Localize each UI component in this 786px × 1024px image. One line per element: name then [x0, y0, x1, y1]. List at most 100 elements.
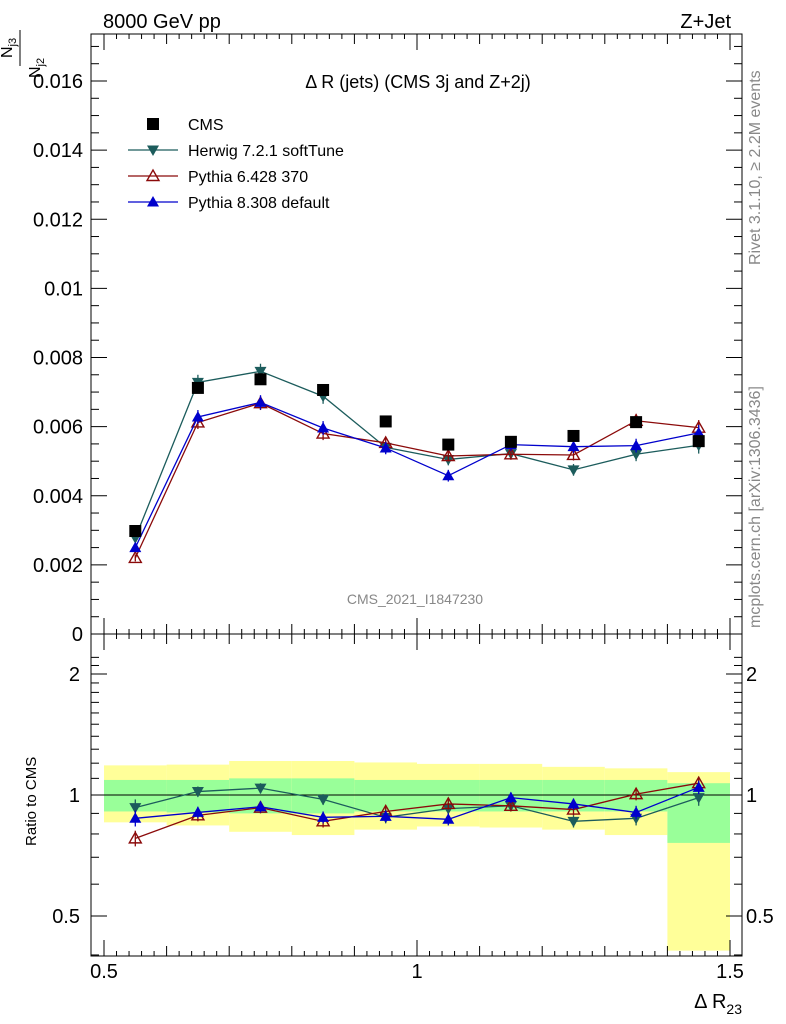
data-point [567, 429, 580, 442]
y-axis-label: Nj3 Nj2 [0, 30, 47, 78]
x-tick-label: 0.5 [90, 961, 118, 983]
series-line [134, 370, 699, 539]
data-point [692, 435, 705, 448]
data-point [442, 469, 455, 481]
data-point [191, 410, 204, 422]
y-tick-label: 0.008 [33, 348, 83, 370]
data-point [145, 168, 161, 182]
ratio-y-label: Ratio to CMS [23, 757, 40, 846]
ratio-y-tick-label-right: 0.5 [746, 906, 774, 928]
data-point [254, 373, 267, 386]
data-point [254, 800, 267, 812]
data-point [442, 813, 455, 824]
series-line [135, 787, 699, 822]
data-point [628, 786, 644, 800]
watermark: CMS_2021_I1847230 [347, 591, 483, 607]
chart-title: Δ R (jets) (CMS 3j and Z+2j) [305, 72, 531, 92]
data-point [317, 422, 330, 433]
y-tick-label: 0.01 [44, 278, 83, 300]
data-point [504, 791, 517, 803]
ratio-y-tick-label-right: 1 [746, 785, 757, 807]
data-point [379, 415, 392, 428]
source-label: mcplots.cern.ch [arXiv:1306.3436] [747, 386, 764, 628]
header-left: 8000 GeV pp [103, 11, 221, 33]
data-point [567, 440, 580, 452]
data-point [129, 803, 142, 814]
data-point [147, 118, 159, 130]
y-tick-label: 0.014 [33, 140, 83, 162]
data-point [630, 439, 643, 451]
data-point [254, 366, 267, 378]
data-point [566, 802, 581, 815]
ratio-y-tick-label: 2 [69, 664, 80, 686]
series-line [135, 786, 699, 820]
legend-label: Pythia 8.308 default [188, 195, 330, 212]
ratio-y-tick-label: 1 [69, 785, 80, 807]
y-label-num-sub: j3 [7, 38, 19, 48]
series-line [135, 782, 699, 839]
data-point [128, 550, 143, 564]
rivet-label: Rivet 3.1.10, ≥ 2.2M events [747, 70, 764, 265]
header-right: Z+Jet [680, 11, 731, 33]
y-tick-label: 0 [72, 624, 83, 646]
data-point [692, 793, 705, 804]
series-line [134, 402, 699, 559]
legend-label: CMS [188, 117, 224, 134]
data-point [317, 811, 330, 822]
legend-label: Pythia 6.428 370 [188, 169, 308, 186]
x-axis-label: Δ R23 [694, 991, 742, 1017]
x-tick-label: 1.5 [716, 961, 744, 983]
svg-text:Nj3: Nj3 [0, 38, 19, 58]
x-tick-label: 1 [411, 961, 422, 983]
y-label-den: N [27, 66, 44, 78]
data-point [147, 145, 159, 156]
y-tick-label: 0.006 [33, 417, 83, 439]
data-point [129, 812, 142, 823]
data-point [254, 783, 267, 795]
y-tick-label: 0.002 [33, 555, 83, 577]
data-point [379, 442, 392, 453]
data-point [441, 448, 456, 462]
data-point [317, 794, 330, 806]
data-point [630, 449, 643, 461]
y-label-den-sub: j2 [35, 58, 47, 68]
data-point [129, 541, 142, 553]
x-label-sub: 23 [726, 1001, 742, 1017]
data-point [566, 447, 581, 461]
series-line [134, 401, 699, 548]
data-point [630, 806, 643, 817]
ratio-panel: 0.5 1 1.5 0.5 0.5 1 1 2 2 [52, 34, 774, 983]
data-point [147, 196, 159, 207]
ratio-y-tick-label: 0.5 [52, 906, 80, 928]
legend-label: Herwig 7.2.1 softTune [188, 143, 344, 160]
data-point [503, 798, 519, 812]
y-tick-label: 0.012 [33, 209, 83, 231]
data-point [442, 438, 455, 451]
data-point [441, 796, 456, 810]
y-tick-label: 0.004 [33, 486, 83, 508]
data-point [692, 781, 705, 792]
data-point [191, 806, 204, 817]
data-point [379, 810, 392, 821]
data-point [317, 383, 330, 396]
data-point [630, 416, 643, 429]
y-label-num: N [0, 46, 16, 58]
data-point [129, 525, 142, 538]
data-point [315, 426, 331, 439]
svg-text:Nj2: Nj2 [27, 58, 47, 78]
data-point [191, 381, 204, 394]
data-point [567, 816, 580, 828]
y-tick-label: 0.016 [33, 71, 83, 93]
data-point [567, 797, 580, 809]
x-label-main: Δ R [694, 991, 726, 1013]
data-point [503, 446, 519, 460]
ratio-y-tick-label-right: 2 [746, 664, 757, 686]
data-point [692, 426, 705, 438]
data-point [191, 787, 204, 798]
data-point [128, 830, 143, 844]
data-point [254, 396, 267, 407]
main-panel: 0 0.002 0.004 0.006 0.008 0.01 0.012 0.014 0.016 [33, 33, 743, 646]
legend: CMS Herwig 7.2.1 softTune Pythia 6.428 370… [128, 117, 344, 212]
data-point [504, 435, 517, 448]
